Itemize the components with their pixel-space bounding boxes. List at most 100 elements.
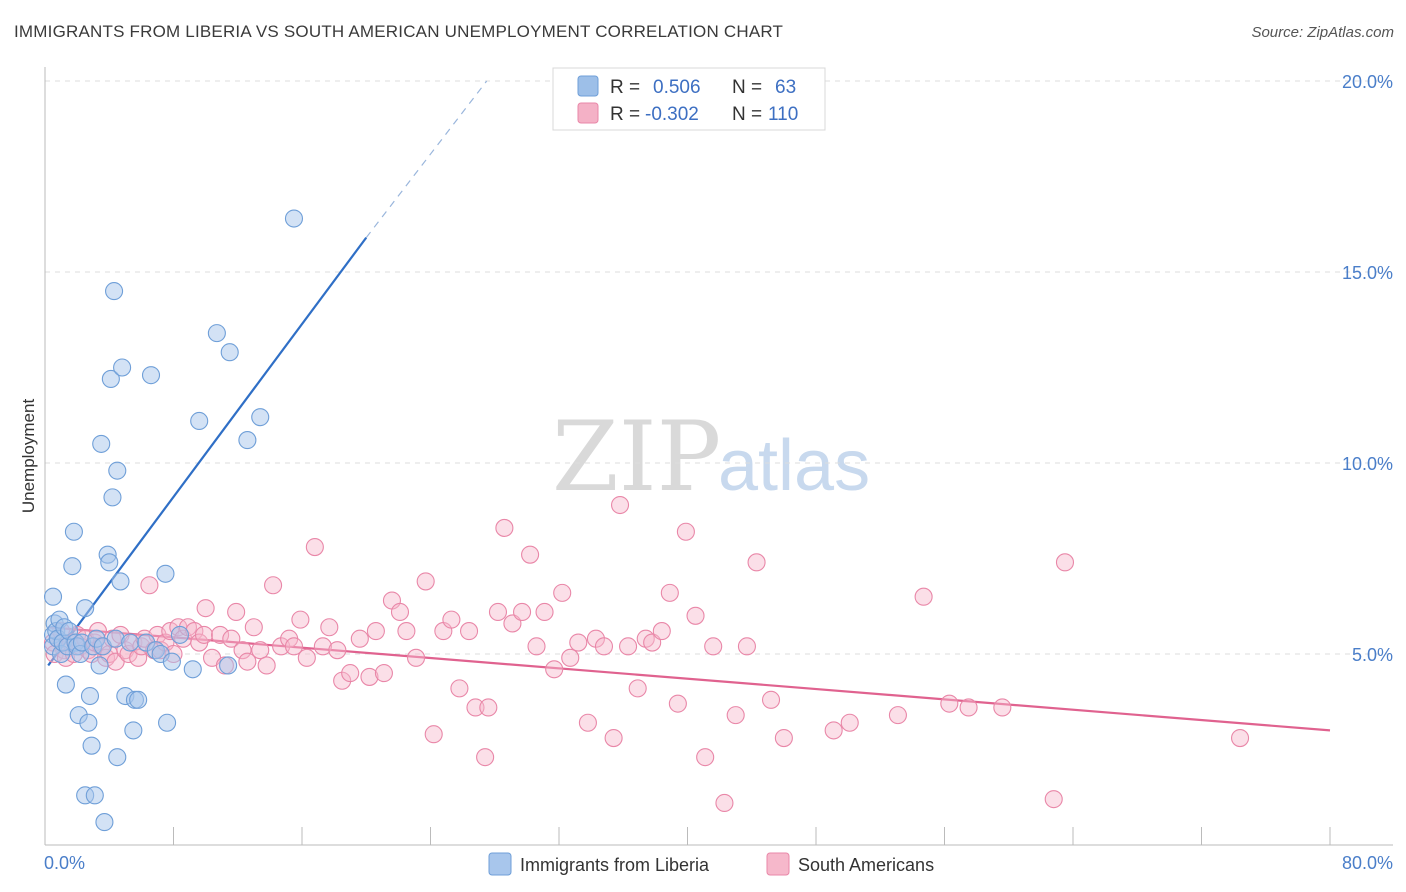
data-point-south-americans	[466, 698, 485, 717]
data-point-liberia	[170, 625, 189, 644]
data-point-liberia	[251, 408, 270, 427]
data-point-south-americans	[406, 648, 426, 667]
data-point-liberia	[111, 572, 130, 591]
trend-line-liberia	[47, 80, 488, 667]
data-point-south-americans	[1055, 553, 1075, 572]
data-point-south-americans	[959, 698, 978, 717]
data-point-south-americans	[840, 713, 859, 732]
data-point-south-americans	[761, 690, 781, 709]
trend-dashed-extension	[365, 80, 488, 238]
data-point-south-americans	[360, 667, 379, 686]
data-point-liberia	[85, 786, 104, 805]
legend-n-value-liberia: 63	[775, 77, 796, 98]
data-point-south-americans	[696, 748, 715, 767]
data-point-liberia	[156, 564, 175, 583]
legend-n-label-south-americans: N =	[732, 104, 762, 125]
data-point-south-americans	[251, 641, 270, 660]
data-point-south-americans	[341, 664, 360, 683]
data-point-liberia	[79, 713, 98, 732]
chart-title: IMMIGRANTS FROM LIBERIA VS SOUTH AMERICA…	[14, 22, 784, 41]
data-point-south-americans	[194, 625, 214, 644]
data-point-liberia	[207, 324, 226, 343]
data-point-liberia	[64, 522, 83, 541]
trend-solid	[48, 626, 1331, 732]
legend-swatch-liberia	[577, 75, 599, 97]
grid-lines	[45, 80, 1393, 655]
data-point-south-americans	[578, 713, 597, 732]
points-liberia	[43, 209, 304, 832]
y-tick-label: 5.0%	[1352, 645, 1393, 665]
data-point-south-americans	[390, 602, 410, 622]
data-point-liberia	[95, 813, 114, 832]
data-point-south-americans	[535, 602, 554, 622]
data-point-south-americans	[291, 610, 310, 629]
data-point-south-americans	[264, 576, 283, 595]
data-point-liberia	[80, 686, 100, 706]
data-point-south-americans	[366, 622, 385, 641]
data-point-south-americans	[320, 618, 339, 637]
data-point-liberia	[124, 721, 143, 740]
data-point-south-americans	[129, 648, 148, 667]
data-point-south-americans	[459, 622, 479, 641]
data-point-south-americans	[737, 637, 756, 656]
data-point-liberia	[141, 366, 161, 385]
data-point-liberia	[121, 633, 140, 652]
bottom-legend-label-south-americans: South Americans	[798, 855, 934, 875]
data-point-liberia	[220, 343, 239, 362]
x-tick-label: 80.0%	[1342, 853, 1393, 873]
data-point-liberia	[284, 209, 304, 228]
y-tick-label: 20.0%	[1342, 72, 1393, 92]
data-point-south-americans	[227, 602, 246, 622]
data-point-south-americans	[610, 495, 630, 515]
y-axis-title: Unemployment	[19, 399, 38, 514]
bottom-legend-swatch-south-americans	[766, 852, 790, 876]
data-point-south-americans	[297, 648, 316, 667]
bottom-legend-swatch-liberia	[488, 852, 512, 876]
legend-n-value-south-americans: 110	[768, 104, 798, 125]
data-point-south-americans	[244, 618, 263, 637]
data-point-south-americans	[676, 522, 695, 541]
data-point-south-americans	[257, 656, 276, 675]
data-point-south-americans	[222, 629, 241, 648]
data-point-south-americans	[397, 622, 416, 641]
legend-r-value-liberia: 0.506	[653, 77, 701, 98]
tick-labels: 5.0% 10.0% 15.0% 20.0% 0.0% 80.0%	[44, 72, 1393, 873]
data-point-liberia	[63, 557, 82, 576]
data-point-liberia	[43, 587, 63, 606]
data-point-south-americans	[1044, 790, 1063, 809]
data-point-liberia	[103, 488, 122, 507]
data-point-south-americans	[233, 641, 252, 660]
data-point-south-americans	[774, 728, 793, 748]
data-point-south-americans	[940, 694, 959, 713]
data-point-south-americans	[305, 537, 324, 557]
data-point-south-americans	[1231, 728, 1250, 748]
data-point-south-americans	[993, 698, 1012, 717]
data-point-south-americans	[476, 748, 495, 767]
data-point-liberia	[113, 358, 132, 377]
data-point-south-americans	[569, 633, 588, 652]
data-point-south-americans	[488, 602, 508, 622]
data-point-liberia	[162, 652, 181, 671]
data-point-liberia	[108, 748, 127, 767]
data-point-south-americans	[527, 637, 546, 656]
data-point-south-americans	[660, 583, 679, 602]
series-legend: Immigrants from Liberia South Americans	[488, 852, 934, 876]
trend-line-south-americans	[48, 626, 1331, 732]
data-point-south-americans	[715, 793, 734, 813]
data-point-liberia	[101, 369, 120, 389]
data-point-south-americans	[686, 606, 705, 625]
data-point-liberia	[158, 713, 177, 732]
data-point-liberia	[190, 411, 209, 431]
data-point-south-americans	[619, 637, 638, 656]
data-point-liberia	[105, 282, 124, 301]
data-point-south-americans	[196, 599, 215, 618]
data-point-south-americans	[747, 553, 766, 572]
data-point-south-americans	[313, 637, 332, 656]
data-point-liberia	[90, 656, 109, 675]
data-point-south-americans	[442, 610, 461, 629]
y-tick-label: 15.0%	[1342, 263, 1393, 283]
legend-n-label-liberia: N =	[732, 77, 762, 98]
data-point-south-americans	[553, 583, 572, 602]
data-point-liberia	[56, 675, 75, 694]
